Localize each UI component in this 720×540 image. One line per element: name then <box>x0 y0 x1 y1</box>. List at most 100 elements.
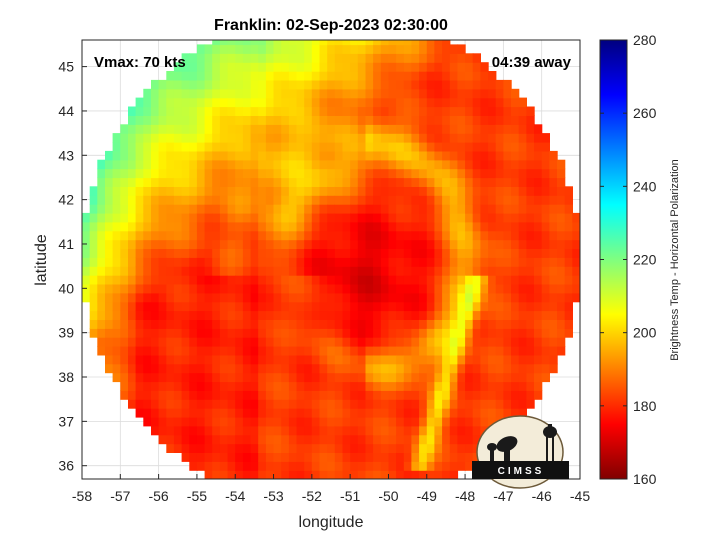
heatmap-cell <box>258 186 267 196</box>
heatmap-cell <box>564 319 573 329</box>
heatmap-cell <box>235 283 244 294</box>
heatmap-cell <box>212 97 221 108</box>
heatmap-cell <box>250 212 259 223</box>
heatmap-cell <box>403 399 413 409</box>
heatmap-cell <box>319 142 328 152</box>
heatmap-cell <box>511 257 520 267</box>
heatmap-cell <box>204 88 213 99</box>
heatmap-cell <box>411 372 420 383</box>
heatmap-cell <box>434 461 443 471</box>
heatmap-cell <box>250 443 259 453</box>
heatmap-cell <box>296 390 305 400</box>
heatmap-cell <box>426 434 436 445</box>
heatmap-cell <box>212 133 221 143</box>
heatmap-cell <box>158 115 167 125</box>
heatmap-cell <box>135 346 144 356</box>
heatmap-cell <box>265 106 275 116</box>
heatmap-cell <box>143 248 152 258</box>
heatmap-cell <box>288 283 298 294</box>
heatmap-cell <box>296 416 305 427</box>
heatmap-cell <box>373 186 382 196</box>
heatmap-cell <box>235 399 244 409</box>
heatmap-cell <box>97 275 106 285</box>
heatmap-cell <box>158 399 167 409</box>
heatmap-cell <box>342 62 351 72</box>
heatmap-cell <box>112 337 121 347</box>
heatmap-cell <box>173 372 183 383</box>
heatmap-cell <box>564 275 573 285</box>
heatmap-cell <box>380 319 390 329</box>
heatmap-cell <box>503 248 512 258</box>
heatmap-cell <box>273 452 282 462</box>
heatmap-cell <box>235 186 244 196</box>
heatmap-cell <box>158 159 167 170</box>
heatmap-cell <box>112 310 121 320</box>
heatmap-cell <box>166 416 175 427</box>
heatmap-cell <box>426 310 436 320</box>
heatmap-cell <box>357 159 367 170</box>
heatmap-cell <box>380 88 390 99</box>
heatmap-cell <box>265 212 275 223</box>
heatmap-cell <box>388 142 397 152</box>
heatmap-cell <box>235 88 244 99</box>
heatmap-cell <box>250 186 259 196</box>
heatmap-cell <box>219 53 229 63</box>
heatmap-cell <box>442 159 451 170</box>
heatmap-cell <box>342 470 351 479</box>
heatmap-cell <box>189 71 198 81</box>
heatmap-cell <box>265 115 275 125</box>
heatmap-cell <box>97 292 106 303</box>
heatmap-cell <box>265 292 275 303</box>
heatmap-cell <box>204 159 213 170</box>
heatmap-cell <box>426 470 436 479</box>
heatmap-cell <box>273 177 282 187</box>
heatmap-cell <box>350 195 359 205</box>
heatmap-cell <box>534 221 543 232</box>
heatmap-cell <box>235 461 244 471</box>
heatmap-cell <box>196 461 206 471</box>
heatmap-cell <box>457 301 466 312</box>
heatmap-cell <box>388 195 397 205</box>
heatmap-cell <box>495 408 504 418</box>
heatmap-cell <box>319 97 328 108</box>
heatmap-cell <box>319 239 328 249</box>
heatmap-cell <box>426 177 436 187</box>
heatmap-cell <box>265 204 275 214</box>
heatmap-cell <box>403 150 413 161</box>
heatmap-cell <box>196 44 206 54</box>
heatmap-cell <box>357 71 367 81</box>
heatmap-cell <box>557 275 566 285</box>
heatmap-cell <box>403 310 413 320</box>
heatmap-cell <box>327 390 336 400</box>
heatmap-cell <box>503 399 512 409</box>
heatmap-cell <box>572 275 580 285</box>
heatmap-cell <box>227 275 236 285</box>
heatmap-cell <box>442 434 451 445</box>
heatmap-cell <box>396 177 405 187</box>
heatmap-cell <box>281 416 290 427</box>
heatmap-cell <box>426 266 436 276</box>
heatmap-cell <box>434 408 443 418</box>
heatmap-cell <box>327 248 336 258</box>
heatmap-cell <box>212 363 221 374</box>
heatmap-cell <box>365 346 374 356</box>
heatmap-cell <box>511 283 520 294</box>
heatmap-cell <box>204 79 213 90</box>
heatmap-cell <box>173 319 183 329</box>
heatmap-cell <box>304 88 313 99</box>
heatmap-cell <box>449 292 459 303</box>
heatmap-cell <box>342 204 351 214</box>
heatmap-cell <box>380 337 390 347</box>
heatmap-cell <box>196 363 206 374</box>
heatmap-cell <box>304 62 313 72</box>
heatmap-cell <box>296 372 305 383</box>
heatmap-cell <box>511 408 520 418</box>
heatmap-cell <box>219 275 229 285</box>
heatmap-cell <box>465 106 474 116</box>
heatmap-cell <box>327 275 336 285</box>
heatmap-cell <box>457 354 466 365</box>
heatmap-cell <box>135 283 144 294</box>
heatmap-cell <box>495 124 504 134</box>
heatmap-cell <box>235 71 244 81</box>
heatmap-cell <box>373 150 382 161</box>
